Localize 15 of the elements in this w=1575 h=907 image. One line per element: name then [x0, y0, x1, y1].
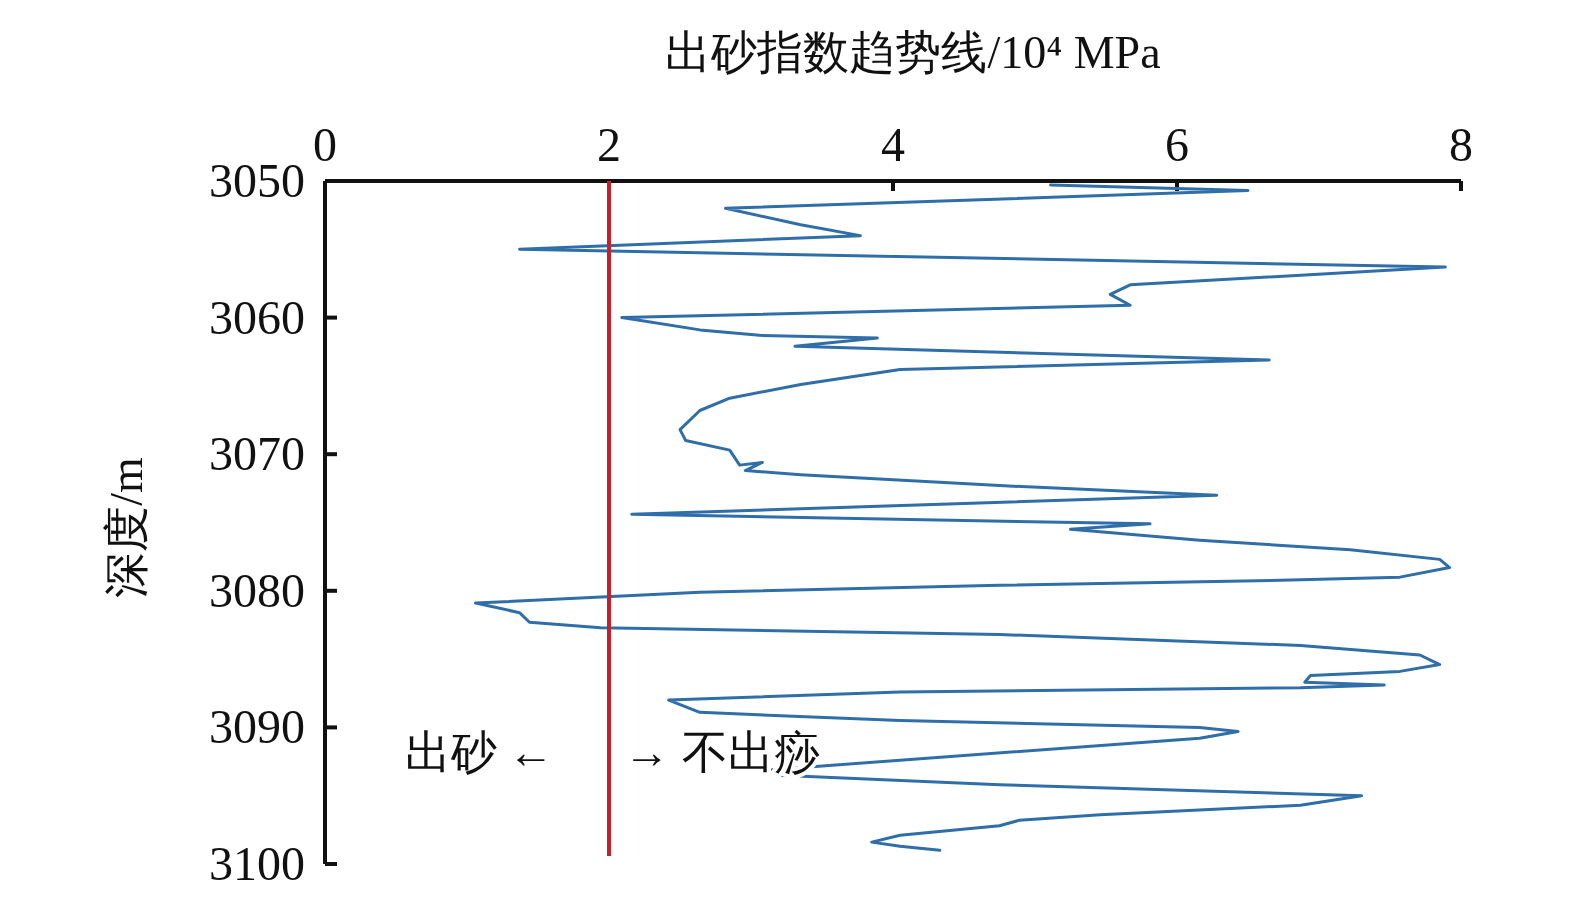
y-tick-label: 3060 — [209, 290, 305, 344]
annotation: → 不出痧 — [624, 727, 820, 778]
y-tick-label: 3100 — [209, 837, 305, 890]
annotation: 出砂 ← — [404, 727, 554, 778]
x-tick-label: 8 — [1449, 118, 1473, 171]
x-tick-label: 0 — [313, 118, 337, 171]
x-tick-label: 2 — [597, 118, 621, 171]
y-tick-label: 3070 — [209, 427, 305, 481]
x-tick-label: 6 — [1165, 118, 1189, 171]
x-tick-label: 4 — [881, 118, 905, 171]
y-tick-label: 3050 — [209, 154, 305, 207]
y-axis-title: 深度/m — [101, 457, 152, 598]
y-tick-label: 3080 — [209, 563, 305, 617]
chart-title: 出砂指数趋势线/10⁴ MPa — [665, 27, 1161, 78]
y-tick-label: 3090 — [209, 700, 305, 754]
